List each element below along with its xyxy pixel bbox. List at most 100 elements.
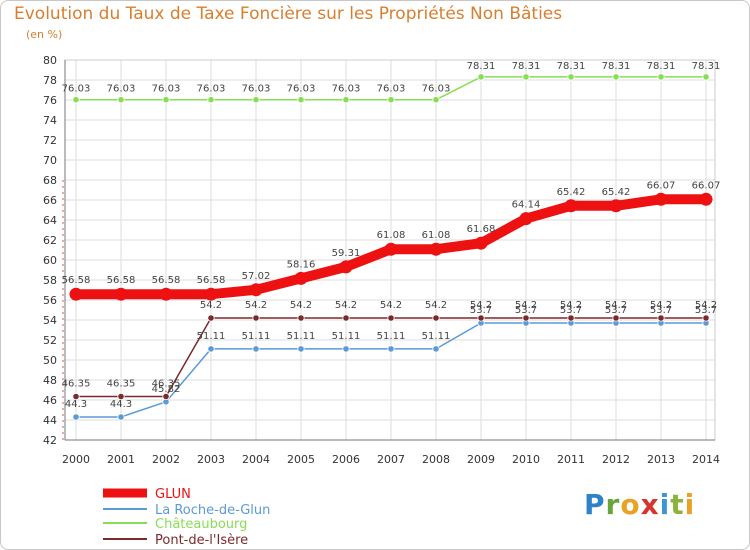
- data-point: [567, 73, 575, 81]
- data-label: 51.11: [377, 331, 406, 342]
- x-tick-label: 2008: [422, 453, 450, 466]
- logo-letter: i: [659, 488, 671, 521]
- data-point: [207, 345, 215, 353]
- data-label: 56.58: [62, 275, 91, 286]
- data-labels: 56.58 56.58 56.58 56.58 57.02 58.16 59.31 61.08…: [62, 61, 721, 410]
- y-tick-label: 42: [43, 434, 57, 447]
- logo-letter: P: [584, 488, 606, 521]
- data-label: 78.31: [647, 61, 676, 72]
- y-tick-label: 54: [43, 314, 57, 327]
- y-tick-label: 46: [43, 394, 57, 407]
- data-point: [654, 192, 668, 206]
- legend-label: Châteaubourg: [155, 517, 247, 532]
- y-tick-label: 48: [43, 374, 57, 387]
- data-label: 58.16: [287, 259, 316, 270]
- x-tick-label: 2003: [197, 453, 225, 466]
- data-point: [477, 73, 485, 81]
- logo-letter: r: [605, 488, 621, 521]
- data-point: [612, 73, 620, 81]
- data-label: 53.7: [560, 305, 582, 316]
- data-point: [249, 283, 263, 297]
- data-label: 76.03: [287, 84, 316, 95]
- data-point: [204, 287, 218, 301]
- data-label: 54.2: [380, 300, 402, 311]
- data-label: 54.2: [200, 300, 222, 311]
- data-point: [609, 199, 623, 213]
- x-tick-label: 2001: [107, 453, 135, 466]
- data-label: 76.03: [197, 84, 226, 95]
- data-label: 51.11: [197, 331, 226, 342]
- series-layer: [69, 73, 713, 421]
- data-label: 76.03: [242, 84, 271, 95]
- data-label: 53.7: [605, 305, 627, 316]
- data-label: 54.2: [245, 300, 267, 311]
- data-label: 53.7: [515, 305, 537, 316]
- x-tick-label: 2010: [512, 453, 540, 466]
- y-tick-label: 52: [43, 334, 57, 347]
- legend-label: Pont-de-l'Isère: [155, 533, 248, 548]
- data-point: [162, 96, 170, 104]
- chart-title: Evolution du Taux de Taxe Foncière sur l…: [14, 4, 563, 24]
- y-tick-label: 44: [43, 414, 57, 427]
- data-point: [162, 392, 170, 401]
- x-tick-label: 2005: [287, 453, 315, 466]
- x-tick-label: 2009: [467, 453, 495, 466]
- y-tick-label: 66: [43, 194, 57, 207]
- data-label: 78.31: [557, 61, 586, 72]
- data-label: 76.03: [62, 84, 91, 95]
- data-point: [387, 314, 395, 322]
- data-point: [519, 212, 533, 226]
- data-label: 54.2: [650, 300, 672, 311]
- data-label: 51.11: [287, 331, 316, 342]
- y-tick-label: 60: [43, 254, 57, 267]
- data-label: 76.03: [107, 84, 136, 95]
- data-label: 66.07: [647, 180, 676, 191]
- data-label: 54.2: [515, 300, 537, 311]
- y-tick-label: 64: [43, 214, 57, 227]
- data-point: [567, 314, 575, 322]
- proxiti-logo: Proxiti: [584, 488, 695, 521]
- y-tick-label: 78: [43, 74, 57, 87]
- data-point: [72, 96, 80, 104]
- data-point: [522, 314, 530, 322]
- data-label: 76.03: [332, 84, 361, 95]
- data-point: [342, 314, 350, 322]
- data-label: 78.31: [692, 61, 721, 72]
- data-label: 44.3: [110, 399, 132, 410]
- data-point: [432, 314, 440, 322]
- data-point: [297, 96, 305, 104]
- x-tick-label: 2013: [647, 453, 675, 466]
- data-point: [342, 345, 350, 353]
- data-point: [294, 271, 308, 285]
- data-label: 54.2: [290, 300, 312, 311]
- data-point: [117, 96, 125, 104]
- y-tick-label: 68: [43, 174, 57, 187]
- y-tick-label: 50: [43, 354, 57, 367]
- data-point: [477, 314, 485, 322]
- data-label: 76.03: [422, 84, 451, 95]
- data-point: [522, 73, 530, 81]
- x-tick-label: 2004: [242, 453, 270, 466]
- data-label: 64.14: [512, 200, 541, 211]
- data-label: 66.07: [692, 180, 721, 191]
- data-label: 51.11: [242, 331, 271, 342]
- y-tick-label: 70: [43, 154, 57, 167]
- chart-subtitle: (en %): [26, 28, 63, 41]
- logo-letter: x: [640, 488, 660, 521]
- data-point: [339, 260, 353, 274]
- data-point: [297, 345, 305, 353]
- logo-letter: o: [620, 488, 641, 521]
- data-label: 54.2: [425, 300, 447, 311]
- data-point: [429, 242, 443, 256]
- data-label: 57.02: [242, 271, 271, 282]
- data-label: 53.7: [470, 305, 492, 316]
- y-tick-label: 58: [43, 274, 57, 287]
- data-point: [384, 242, 398, 256]
- data-point: [387, 96, 395, 104]
- data-point: [612, 314, 620, 322]
- y-tick-label: 76: [43, 94, 57, 107]
- data-point: [387, 345, 395, 353]
- legend-label: La Roche-de-Glun: [155, 503, 270, 518]
- x-tick-label: 2000: [62, 453, 90, 466]
